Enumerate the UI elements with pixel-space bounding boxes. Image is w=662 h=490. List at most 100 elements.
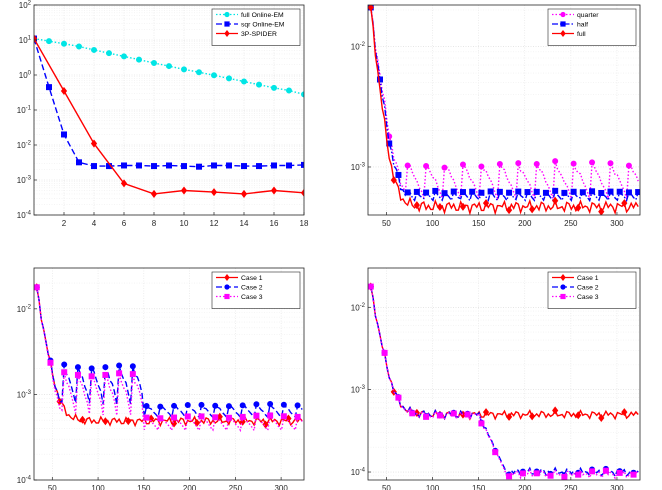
legend: Case 1 Case 2 Case 3	[547, 271, 637, 309]
x-tick-label: 50	[382, 484, 391, 490]
data-point	[560, 29, 566, 38]
data-point	[598, 413, 605, 422]
data-point	[193, 418, 201, 427]
data-point	[404, 189, 411, 196]
series-group	[368, 5, 640, 215]
data-point	[524, 189, 531, 196]
data-point	[240, 78, 247, 85]
data-point	[533, 160, 540, 167]
legend: full Online-EM sqr Online-EM 3P-SPIDER	[211, 8, 301, 46]
data-point	[459, 161, 466, 168]
data-point	[496, 160, 503, 167]
data-point	[255, 81, 262, 88]
data-point	[102, 371, 109, 378]
y-tick-label: 10-4	[17, 476, 32, 486]
data-point	[270, 162, 277, 169]
legend-label: 3P-SPIDER	[241, 31, 277, 38]
data-point	[239, 413, 246, 420]
legend-label: Case 3	[577, 294, 599, 301]
data-point	[450, 188, 457, 195]
data-point	[469, 188, 476, 195]
data-point	[395, 394, 402, 401]
data-point	[561, 473, 568, 480]
data-point	[74, 371, 81, 378]
data-point	[436, 412, 443, 419]
data-point	[121, 53, 128, 60]
data-point	[270, 84, 277, 91]
data-point	[76, 43, 83, 50]
x-tick-label: 8	[152, 219, 157, 228]
data-point	[143, 414, 150, 421]
data-point	[625, 189, 632, 196]
series-group	[368, 282, 639, 480]
y-tick-label: 101	[19, 36, 32, 46]
y-tick-label: 10-3	[17, 176, 32, 186]
data-point	[240, 189, 248, 198]
x-tick-label: 10	[180, 219, 189, 228]
data-point	[60, 86, 68, 95]
data-point	[224, 21, 230, 27]
x-tick-label: 250	[564, 219, 578, 228]
data-point	[381, 349, 388, 356]
data-point	[225, 414, 232, 421]
data-point	[542, 189, 549, 196]
legend-label: Case 3	[241, 294, 263, 301]
data-point	[91, 46, 98, 53]
data-point	[570, 160, 577, 167]
x-tick-label: 4	[92, 219, 97, 228]
y-tick-label: 10-4	[351, 468, 366, 478]
data-point	[561, 189, 568, 196]
data-point	[180, 66, 187, 73]
data-point	[482, 408, 490, 417]
data-point	[198, 413, 205, 420]
data-point	[506, 473, 513, 480]
data-point	[125, 417, 132, 426]
x-tick-label: 250	[564, 484, 578, 490]
data-point	[598, 207, 605, 215]
data-point	[464, 411, 471, 418]
data-point	[552, 158, 559, 165]
data-point	[61, 369, 68, 376]
y-tick-label: 10-3	[351, 162, 366, 172]
data-point	[143, 403, 150, 410]
data-point	[482, 199, 490, 208]
data-point	[184, 413, 191, 420]
data-point	[210, 188, 218, 197]
data-point	[270, 186, 278, 195]
data-point	[212, 414, 219, 421]
data-point	[46, 38, 53, 45]
data-point	[171, 414, 178, 421]
data-point	[88, 373, 95, 380]
y-tick-label: 10-3	[17, 390, 32, 400]
data-point	[450, 410, 457, 417]
data-point	[184, 401, 191, 408]
data-point	[47, 359, 54, 366]
data-point	[478, 189, 485, 196]
x-tick-label: 100	[426, 219, 440, 228]
y-tick-label: 10-2	[351, 42, 366, 52]
data-point	[267, 401, 274, 408]
data-point	[46, 84, 53, 91]
data-point	[570, 188, 577, 195]
x-tick-label: 2	[62, 219, 67, 228]
x-tick-label: 50	[48, 484, 57, 490]
data-point	[195, 69, 202, 76]
data-point	[441, 164, 448, 171]
data-point	[505, 206, 513, 215]
data-point	[116, 362, 123, 369]
legend-label: Case 1	[577, 275, 599, 282]
data-point	[150, 189, 158, 198]
data-point	[607, 160, 614, 167]
data-point	[575, 471, 582, 478]
axes-box	[367, 4, 641, 216]
data-point	[210, 162, 217, 169]
data-point	[547, 472, 554, 479]
data-point	[120, 179, 128, 188]
data-point	[157, 403, 164, 410]
data-point	[630, 471, 637, 478]
y-tick-label: 10-2	[351, 303, 366, 313]
data-point	[423, 189, 430, 196]
data-point	[253, 401, 260, 408]
